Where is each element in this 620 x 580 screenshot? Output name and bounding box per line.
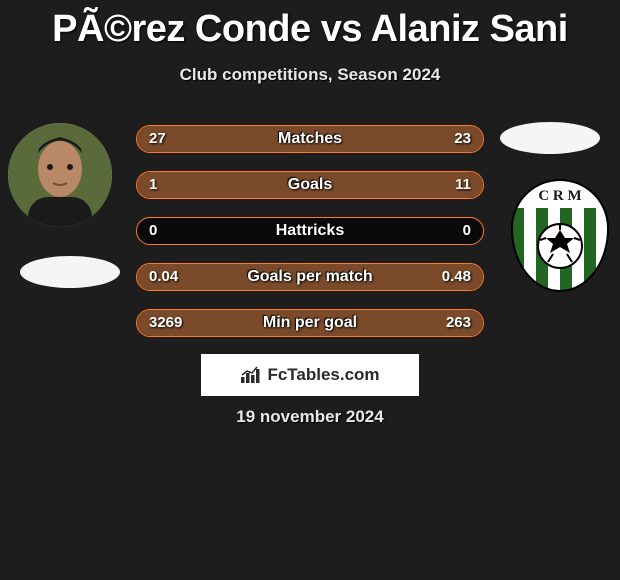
subtitle: Club competitions, Season 2024 bbox=[0, 65, 620, 85]
stat-row: 1Goals11 bbox=[136, 171, 484, 199]
fctables-logo: FcTables.com bbox=[201, 354, 419, 396]
stat-row: 0Hattricks0 bbox=[136, 217, 484, 245]
stat-label: Goals bbox=[137, 172, 483, 198]
player-left-avatar bbox=[8, 123, 112, 227]
logo-text: FcTables.com bbox=[267, 365, 379, 385]
date-text: 19 november 2024 bbox=[0, 407, 620, 427]
crest-text: C R M bbox=[538, 188, 581, 204]
stat-value-right: 11 bbox=[455, 172, 471, 198]
stat-value-right: 23 bbox=[454, 126, 471, 152]
stat-row: 3269Min per goal263 bbox=[136, 309, 484, 337]
crest-icon: C R M bbox=[510, 178, 610, 293]
bars-icon bbox=[240, 365, 262, 385]
stat-label: Min per goal bbox=[137, 310, 483, 336]
stat-label: Matches bbox=[137, 126, 483, 152]
stat-row: 27Matches23 bbox=[136, 125, 484, 153]
stat-row: 0.04Goals per match0.48 bbox=[136, 263, 484, 291]
stat-value-right: 0 bbox=[463, 218, 471, 244]
stats-container: 27Matches23 1Goals11 0Hattricks0 0.04Goals … bbox=[136, 125, 484, 355]
stat-label: Goals per match bbox=[137, 264, 483, 290]
stat-value-right: 0.48 bbox=[442, 264, 471, 290]
team-right-oval bbox=[500, 122, 600, 154]
page-title: PÃ©rez Conde vs Alaniz Sani bbox=[0, 0, 620, 51]
stat-value-right: 263 bbox=[446, 310, 471, 336]
team-right-crest: C R M bbox=[510, 178, 610, 293]
stat-label: Hattricks bbox=[137, 218, 483, 244]
team-left-badge bbox=[20, 256, 120, 288]
avatar-placeholder-icon bbox=[8, 123, 112, 227]
